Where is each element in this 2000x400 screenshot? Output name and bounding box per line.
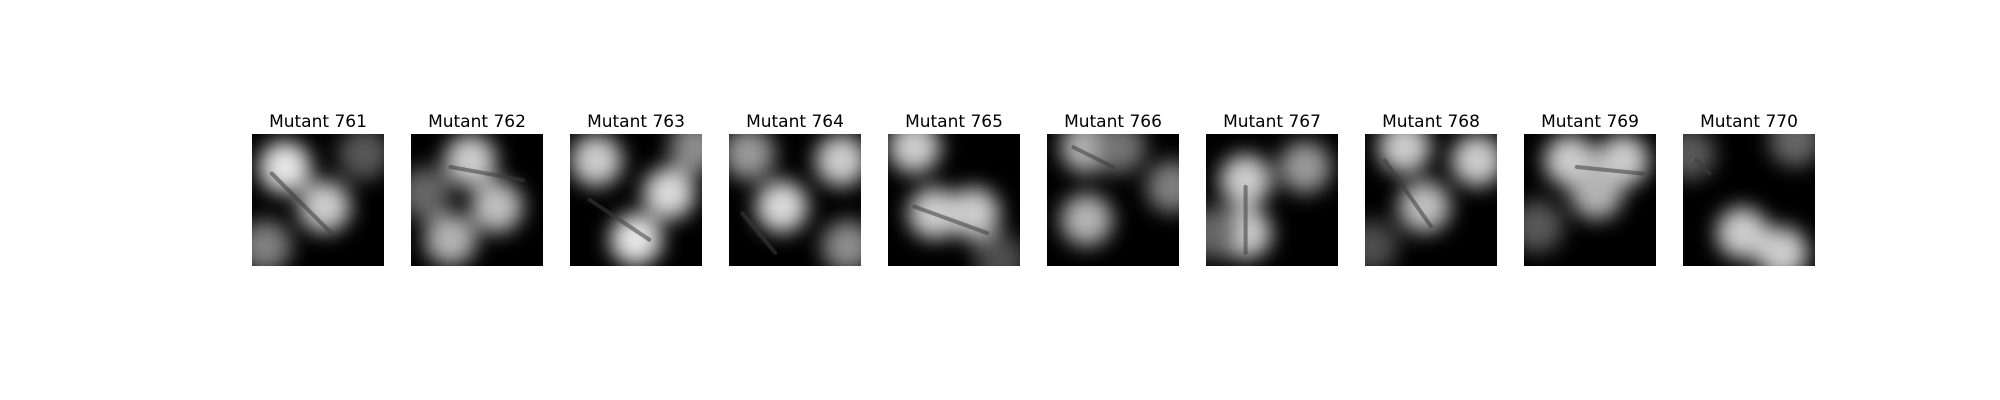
mutant-image (1524, 134, 1656, 266)
bright-region (1146, 160, 1179, 213)
bright-region (1206, 207, 1239, 259)
mutant-panel: Mutant 768 (1365, 112, 1497, 266)
bright-region (1365, 220, 1398, 266)
bright-region (259, 141, 311, 193)
bright-region (947, 187, 1000, 240)
texture-stroke (269, 171, 334, 235)
bright-region (1683, 134, 1716, 180)
panel-title: Mutant 761 (269, 112, 367, 132)
bright-region (298, 180, 351, 233)
panel-title: Mutant 766 (1064, 112, 1162, 132)
mutant-image (252, 134, 384, 266)
bright-region (1378, 134, 1431, 174)
bright-region (444, 134, 497, 187)
bright-region (1060, 193, 1113, 246)
bright-region (338, 134, 384, 180)
bright-region (411, 167, 451, 220)
mutant-panel: Mutant 763 (570, 112, 702, 266)
mutant-panel: Mutant 769 (1524, 112, 1656, 266)
mutant-image (1365, 134, 1497, 266)
texture-stroke (912, 204, 989, 235)
mutant-image (888, 134, 1020, 266)
bright-region (1716, 207, 1769, 259)
bright-region (1279, 141, 1331, 193)
texture-stroke (587, 198, 652, 242)
bright-region (610, 213, 662, 266)
bright-region (570, 134, 623, 187)
mutant-image (1683, 134, 1815, 266)
panel-title: Mutant 764 (746, 112, 844, 132)
bright-region (755, 180, 808, 233)
bright-region (729, 134, 775, 180)
bright-region (252, 220, 292, 266)
panel-title: Mutant 768 (1382, 112, 1480, 132)
bright-region (1769, 134, 1815, 167)
bright-region (1451, 134, 1497, 187)
panel-title: Mutant 763 (587, 112, 685, 132)
mutant-image (411, 134, 543, 266)
texture-stroke (1071, 145, 1115, 169)
mutant-panel: Mutant 766 (1047, 112, 1179, 266)
bright-region (643, 167, 695, 220)
texture-stroke (1382, 158, 1433, 229)
bright-region (669, 134, 702, 174)
panel-title: Mutant 765 (905, 112, 1003, 132)
mutant-panel: Mutant 770 (1683, 112, 1815, 266)
bright-region (888, 134, 941, 174)
mutant-panel: Mutant 762 (411, 112, 543, 266)
bright-region (1570, 167, 1623, 220)
texture-stroke (1694, 158, 1712, 176)
bright-region (470, 180, 523, 233)
bright-region (815, 134, 861, 187)
panel-title: Mutant 770 (1700, 112, 1798, 132)
texture-stroke (1574, 165, 1645, 176)
bright-region (424, 213, 477, 266)
mutant-panel: Mutant 765 (888, 112, 1020, 266)
panel-title: Mutant 762 (428, 112, 526, 132)
texture-stroke (448, 165, 526, 183)
mutant-image (729, 134, 861, 266)
mutant-panel: Mutant 764 (729, 112, 861, 266)
mutant-image (570, 134, 702, 266)
bright-region (1398, 180, 1451, 233)
mutant-panel: Mutant 767 (1206, 112, 1338, 266)
mutant-image (1047, 134, 1179, 266)
bright-region (821, 220, 861, 266)
bright-region (1756, 226, 1808, 266)
texture-stroke (740, 211, 778, 255)
mutant-image (1206, 134, 1338, 266)
bright-region (1219, 154, 1272, 207)
panel-title: Mutant 769 (1541, 112, 1639, 132)
bright-region (1524, 200, 1564, 253)
mutant-panel: Mutant 761 (252, 112, 384, 266)
panel-title: Mutant 767 (1223, 112, 1321, 132)
bright-region (974, 233, 1020, 266)
